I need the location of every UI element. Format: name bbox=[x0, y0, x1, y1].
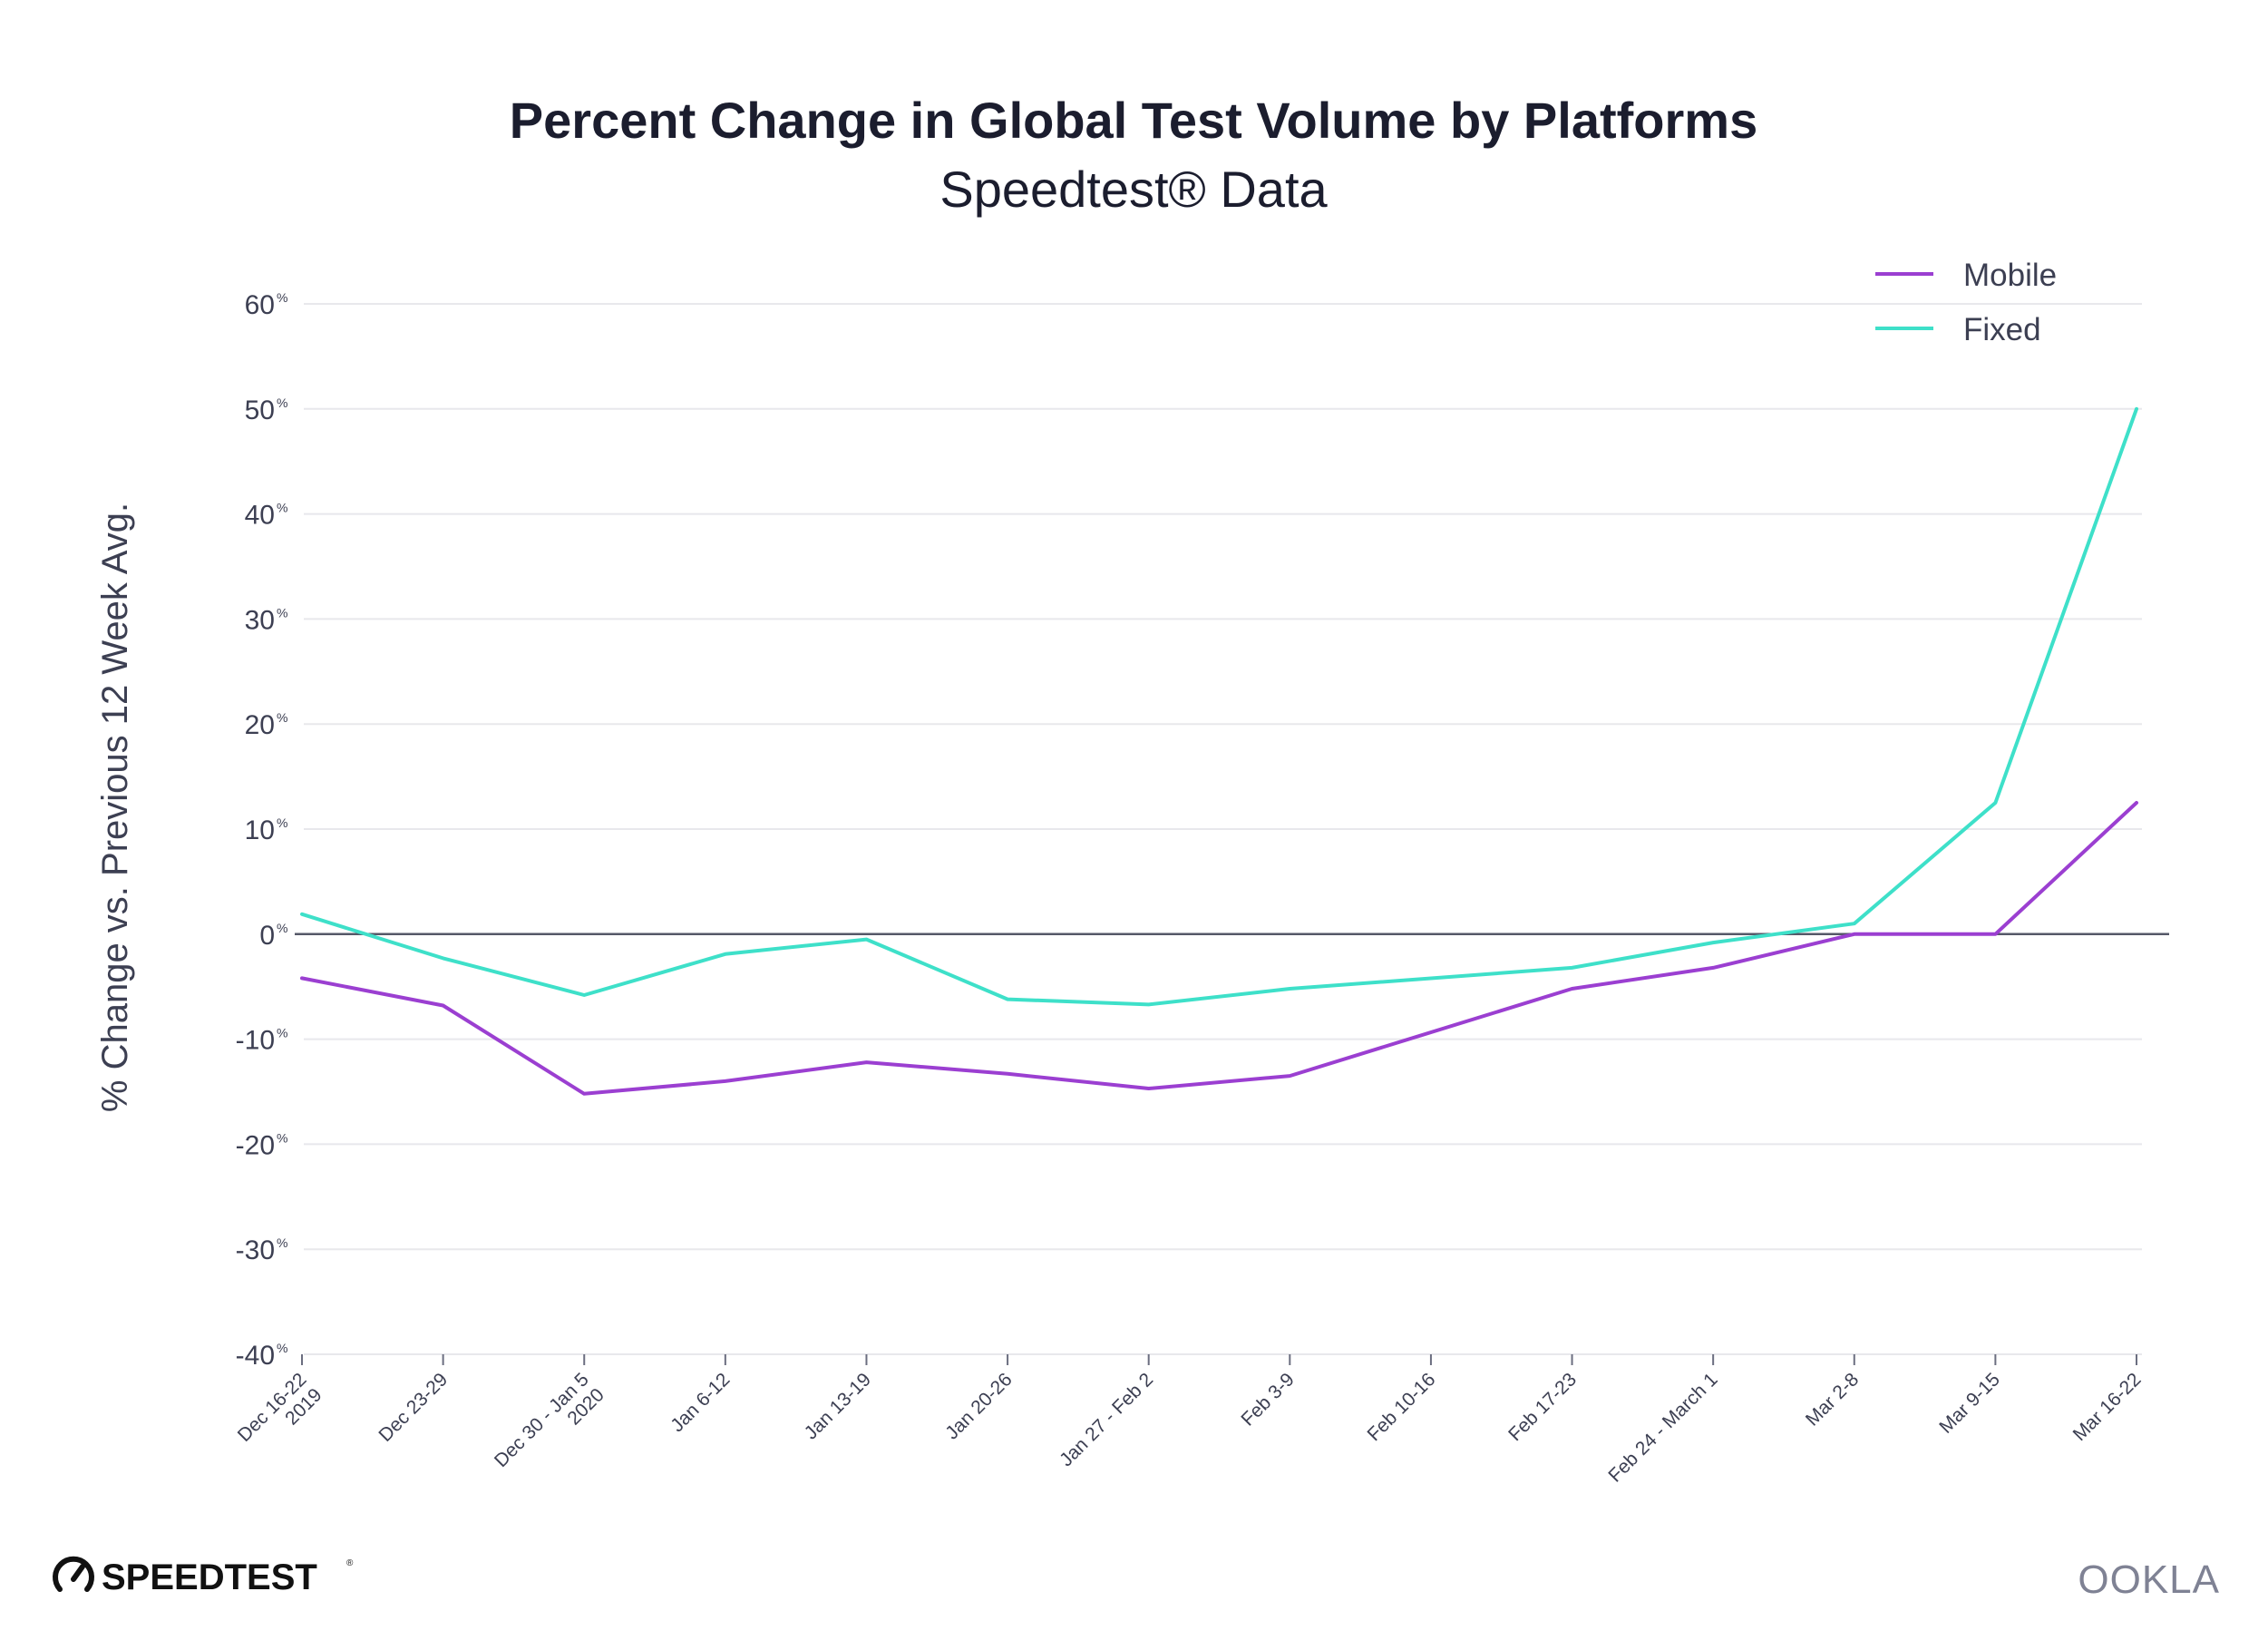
x-tick-label-line: Feb 10-16 bbox=[1364, 1369, 1440, 1445]
y-tick-unit: % bbox=[277, 395, 287, 410]
series-line-mobile bbox=[300, 801, 2138, 1096]
x-tick-label: Jan 13-19 bbox=[801, 1369, 875, 1443]
x-tick-label: Mar 16-22 bbox=[2069, 1369, 2146, 1445]
y-axis-label: % Change vs. Previous 12 Week Avg. bbox=[95, 503, 135, 1112]
y-tick-unit: % bbox=[277, 290, 287, 305]
x-tick-label-line: Jan 27 - Feb 2 bbox=[1056, 1369, 1157, 1470]
y-tick-unit: % bbox=[277, 1130, 287, 1145]
x-tick-label: Dec 23-29 bbox=[375, 1369, 452, 1446]
y-tick-label: 20 bbox=[245, 710, 275, 740]
x-tick-label-line: Jan 6-12 bbox=[667, 1369, 734, 1436]
y-tick-label: -30 bbox=[236, 1235, 275, 1265]
x-tick-label-line: Dec 23-29 bbox=[375, 1369, 452, 1446]
speedtest-logo: SPEEDTEST ® bbox=[53, 1556, 354, 1597]
gridlines bbox=[304, 303, 2142, 1355]
legend-item-mobile: Mobile bbox=[1875, 258, 2057, 293]
x-tick-label-line: Feb 3-9 bbox=[1237, 1369, 1298, 1430]
y-tick-unit: % bbox=[277, 1235, 287, 1250]
ookla-logo: OOKLA bbox=[2078, 1557, 2220, 1602]
y-tick-label: 50 bbox=[245, 395, 275, 425]
x-tick-label: Mar 2-8 bbox=[1802, 1369, 1863, 1430]
legend-label-mobile: Mobile bbox=[1963, 258, 2057, 293]
y-tick-unit: % bbox=[277, 1341, 287, 1355]
speedtest-wordmark: SPEEDTEST bbox=[102, 1557, 317, 1597]
series-lines bbox=[300, 406, 2138, 1096]
y-tick-unit: % bbox=[277, 501, 287, 515]
x-tick-label-line: Mar 16-22 bbox=[2069, 1369, 2146, 1445]
x-tick-label-line: Jan 13-19 bbox=[801, 1369, 875, 1443]
y-tick-unit: % bbox=[277, 815, 287, 830]
chart-subtitle: Speedtest® Data bbox=[939, 161, 1328, 218]
y-tick-label: -40 bbox=[236, 1341, 275, 1371]
y-tick-unit: % bbox=[277, 1026, 287, 1040]
series-line-fixed bbox=[300, 406, 2138, 1007]
legend: Mobile Fixed bbox=[1875, 258, 2057, 347]
speedtest-registered-mark: ® bbox=[346, 1558, 354, 1568]
y-tick-label: 60 bbox=[245, 290, 275, 320]
y-tick-label: 0 bbox=[259, 921, 275, 951]
y-tick-label: 40 bbox=[245, 501, 275, 531]
y-tick-unit: % bbox=[277, 605, 287, 620]
y-tick-label: 30 bbox=[245, 605, 275, 635]
legend-label-fixed: Fixed bbox=[1963, 312, 2041, 347]
x-tick-label-line: Jan 20-26 bbox=[941, 1369, 1016, 1443]
y-tick-label: -10 bbox=[236, 1026, 275, 1056]
x-tick-label: Jan 6-12 bbox=[667, 1369, 734, 1436]
x-tick-label-line: Feb 17-23 bbox=[1504, 1369, 1581, 1445]
x-tick-label-line: Mar 9-15 bbox=[1935, 1369, 2004, 1438]
y-tick-unit: % bbox=[277, 921, 287, 935]
x-tick-label: Feb 17-23 bbox=[1504, 1369, 1581, 1445]
x-tick-label: Feb 3-9 bbox=[1237, 1369, 1298, 1430]
x-tick-label-line: Mar 2-8 bbox=[1802, 1369, 1863, 1430]
chart-title: Percent Change in Global Test Volume by … bbox=[510, 92, 1757, 149]
y-tick-label: 10 bbox=[245, 815, 275, 845]
legend-item-fixed: Fixed bbox=[1875, 312, 2041, 347]
x-tick-label: Feb 10-16 bbox=[1364, 1369, 1440, 1445]
x-tick-label: Feb 24 - March 1 bbox=[1604, 1369, 1721, 1486]
speedometer-icon bbox=[53, 1556, 94, 1592]
y-tick-label: -20 bbox=[236, 1130, 275, 1160]
x-tick-label-line: Feb 24 - March 1 bbox=[1604, 1369, 1721, 1486]
x-tick-label: Mar 9-15 bbox=[1935, 1369, 2004, 1438]
x-tick-label: Jan 20-26 bbox=[941, 1369, 1016, 1443]
x-tick-label: Jan 27 - Feb 2 bbox=[1056, 1369, 1157, 1470]
y-axis-ticks: 60 %50 %40 %30 %20 %10 %0 %-10 %-20 %-30 %-40% bbox=[236, 290, 288, 1371]
y-tick-unit: % bbox=[277, 710, 287, 725]
